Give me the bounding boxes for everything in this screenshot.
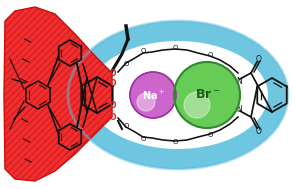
Text: O: O bbox=[256, 126, 262, 136]
Text: H: H bbox=[233, 83, 237, 88]
Text: H: H bbox=[233, 102, 237, 108]
Text: O: O bbox=[110, 112, 116, 122]
Text: O: O bbox=[172, 139, 178, 145]
Text: O: O bbox=[229, 99, 235, 108]
Circle shape bbox=[184, 92, 210, 118]
Circle shape bbox=[137, 93, 155, 111]
Polygon shape bbox=[4, 7, 112, 181]
Text: O: O bbox=[207, 132, 213, 138]
Text: O: O bbox=[123, 123, 129, 129]
Text: O: O bbox=[110, 101, 116, 111]
Text: O: O bbox=[256, 54, 262, 64]
Text: N: N bbox=[236, 77, 242, 85]
Circle shape bbox=[174, 62, 240, 128]
Text: O: O bbox=[110, 80, 116, 88]
Text: Na$^+$: Na$^+$ bbox=[142, 88, 165, 101]
Text: O: O bbox=[207, 52, 213, 58]
Ellipse shape bbox=[68, 21, 288, 169]
Text: O: O bbox=[140, 136, 146, 142]
Text: O: O bbox=[172, 45, 178, 51]
Text: Br$^-$: Br$^-$ bbox=[195, 88, 221, 101]
Ellipse shape bbox=[88, 41, 268, 149]
Text: O: O bbox=[229, 81, 235, 91]
Text: O: O bbox=[110, 68, 116, 77]
Text: N: N bbox=[236, 105, 242, 114]
Circle shape bbox=[130, 72, 176, 118]
Text: O: O bbox=[140, 48, 146, 54]
Text: O: O bbox=[123, 61, 129, 67]
